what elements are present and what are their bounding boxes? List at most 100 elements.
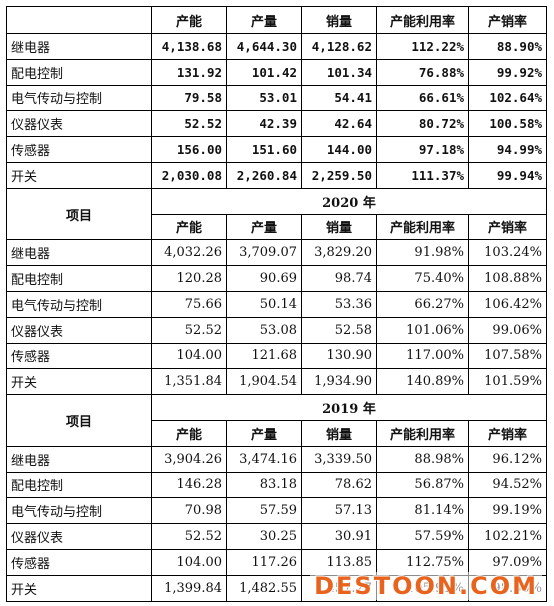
table-cell: 83.18 — [226, 471, 302, 499]
table-cell: 107.58% — [468, 342, 547, 370]
table-row: 继电器 4,032.26 3,709.07 3,829.20 91.98% 103.24% — [6, 239, 547, 267]
table-cell: 112.22% — [376, 33, 469, 60]
table-cell: 144.00 — [301, 136, 377, 163]
row-label: 继电器 — [6, 445, 152, 473]
table-cell: 80.72% — [376, 110, 469, 138]
table-cell: 52.52 — [151, 523, 227, 550]
table-cell: 30.91 — [301, 523, 377, 550]
table-cell: 131.92 — [151, 58, 227, 86]
table-cell: 3,829.20 — [301, 239, 377, 267]
year-row-2019: 项目 2019 年 — [6, 394, 547, 447]
column-header-capacity: 产能 — [151, 6, 227, 34]
table-row: 电气传动与控制 70.98 57.59 57.13 81.14% 99.19% — [6, 497, 547, 525]
table-cell: 53.36 — [301, 290, 377, 318]
table-cell: 54.41 — [301, 84, 377, 112]
table-cell: 97.09% — [468, 548, 547, 576]
table-cell: 101.06% — [376, 316, 469, 344]
table-cell: 70.98 — [151, 497, 227, 525]
table-cell: 104.00 — [151, 548, 227, 576]
row-label: 开关 — [6, 574, 152, 602]
table-cell: 88.98% — [376, 445, 469, 473]
table-cell: 102.21% — [468, 523, 547, 550]
section-2021-body: 继电器 4,138.68 4,644.30 4,128.62 112.22% 88.90%… — [6, 33, 547, 189]
column-header-utilization: 产能利用率 — [376, 419, 469, 447]
row-label: 开关 — [6, 161, 152, 189]
table-cell: 3,339.50 — [301, 445, 377, 473]
table-cell: 4,032.26 — [151, 239, 227, 267]
table-cell: 79.58 — [151, 84, 227, 112]
header-row-2019: 产能 产量 销量 产能利用率 产销率 — [7, 419, 547, 447]
column-header-capacity: 产能 — [151, 419, 227, 447]
table-cell: 1,482.55 — [226, 574, 302, 602]
table-cell: 1,351.84 — [151, 368, 227, 396]
table-cell: 57.13 — [301, 497, 377, 525]
row-label: 电气传动与控制 — [6, 290, 152, 318]
table-cell: 111.37% — [376, 161, 469, 189]
table-cell: 42.64 — [301, 110, 377, 138]
table-cell: 52.58 — [301, 316, 377, 344]
table-cell: 90.69 — [226, 265, 302, 292]
year-label-2020: 2020 年 — [151, 187, 547, 215]
table-cell: 99.94% — [468, 161, 547, 189]
table-cell: 52.52 — [151, 110, 227, 138]
table-cell: 120.28 — [151, 265, 227, 292]
table-cell: 50.14 — [226, 290, 302, 318]
table-row: 配电控制 120.28 90.69 98.74 75.40% 108.88% — [6, 265, 547, 292]
row-label: 开关 — [6, 368, 152, 396]
table-cell: 91.98% — [376, 239, 469, 267]
table-row: 电气传动与控制 75.66 50.14 53.36 66.27% 106.42% — [6, 290, 547, 318]
column-header-output: 产量 — [226, 419, 302, 447]
table-cell: 57.59% — [376, 523, 469, 550]
row-label: 电气传动与控制 — [6, 497, 152, 525]
table-cell: 156.00 — [151, 136, 227, 163]
row-label: 仪器仪表 — [6, 316, 152, 344]
table-cell: 151.60 — [226, 136, 302, 163]
table-cell: 4,138.68 — [151, 33, 227, 60]
table-cell: 4,644.30 — [226, 33, 302, 60]
table-row: 开关 1,351.84 1,904.54 1,934.90 140.89% 101.59% — [6, 368, 547, 396]
table-row: 仪器仪表 52.52 42.39 42.64 80.72% 100.58% — [6, 110, 547, 138]
table-cell: 3,709.07 — [226, 239, 302, 267]
table-row: 传感器 156.00 151.60 144.00 97.18% 94.99% — [6, 136, 547, 163]
table-cell: 101.59% — [468, 368, 547, 396]
table-cell: 101.42 — [226, 58, 302, 86]
table-cell: 78.62 — [301, 471, 377, 499]
table-cell: 2,030.08 — [151, 161, 227, 189]
watermark-logo: DESTOON.COM — [310, 572, 542, 600]
table-row: 电气传动与控制 79.58 53.01 54.41 66.61% 102.64% — [6, 84, 547, 112]
column-header-sales: 销量 — [301, 6, 377, 34]
row-label: 配电控制 — [6, 471, 152, 499]
table-row: 继电器 4,138.68 4,644.30 4,128.62 112.22% 88.90% — [6, 33, 547, 60]
table-cell: 56.87% — [376, 471, 469, 499]
row-label: 传感器 — [6, 342, 152, 370]
section-2019-body: 继电器 3,904.26 3,474.16 3,339.50 88.98% 96.12% 配… — [6, 445, 547, 602]
table-cell: 94.52% — [468, 471, 547, 499]
column-header-capacity: 产能 — [151, 213, 227, 241]
column-header-utilization: 产能利用率 — [376, 213, 469, 241]
table-row: 仪器仪表 52.52 30.25 30.91 57.59% 102.21% — [6, 523, 547, 550]
table-cell: 30.25 — [226, 523, 302, 550]
table-cell: 3,474.16 — [226, 445, 302, 473]
table-cell: 130.90 — [301, 342, 377, 370]
table-cell: 100.58% — [468, 110, 547, 138]
column-header-output: 产量 — [226, 6, 302, 34]
row-label: 继电器 — [6, 33, 152, 60]
table-cell: 102.64% — [468, 84, 547, 112]
table-cell: 99.06% — [468, 316, 547, 344]
table-row: 传感器 104.00 121.68 130.90 117.00% 107.58% — [6, 342, 547, 370]
table-cell: 42.39 — [226, 110, 302, 138]
header-row-2021: 产能 产量 销量 产能利用率 产销率 — [6, 6, 547, 34]
table-row: 配电控制 146.28 83.18 78.62 56.87% 94.52% — [6, 471, 547, 499]
row-label: 仪器仪表 — [6, 523, 152, 550]
table-cell: 2,260.84 — [226, 161, 302, 189]
table-cell: 98.74 — [301, 265, 377, 292]
column-header-output: 产量 — [226, 213, 302, 241]
table-cell: 99.19% — [468, 497, 547, 525]
table-cell: 108.88% — [468, 265, 547, 292]
table-cell: 101.34 — [301, 58, 377, 86]
table-row: 仪器仪表 52.52 53.08 52.58 101.06% 99.06% — [6, 316, 547, 344]
header-blank-cell — [6, 6, 152, 34]
column-header-utilization: 产能利用率 — [376, 6, 469, 34]
table-cell: 76.88% — [376, 58, 469, 86]
table-row: 开关 2,030.08 2,260.84 2,259.50 111.37% 99.94% — [6, 161, 547, 189]
